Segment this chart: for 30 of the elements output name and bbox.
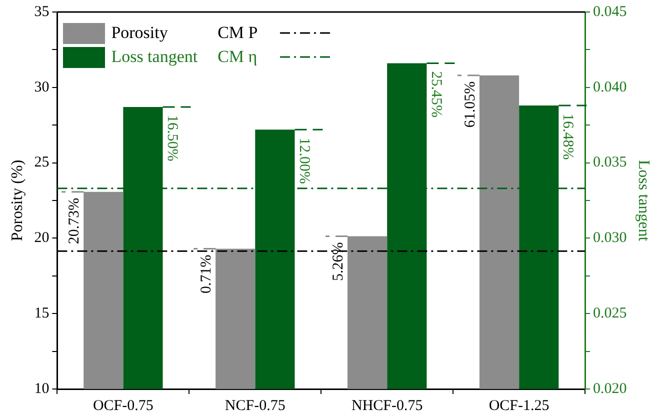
ref-line-label: CM P <box>218 23 259 43</box>
ref-line-label: CM η <box>218 47 258 67</box>
annotation: 5.26% <box>330 242 346 281</box>
y2-tick-label: 0.025 <box>593 306 627 322</box>
y-tick-label: 15 <box>34 306 50 322</box>
annotation: 16.48% <box>560 113 576 160</box>
x-tick-label: NHCF-0.75 <box>351 398 423 414</box>
y-tick-label: 30 <box>34 79 50 96</box>
x-tick-label: NCF-0.75 <box>224 398 286 414</box>
x-tick-label: OCF-1.25 <box>488 398 550 414</box>
y2-tick-label: 0.020 <box>593 380 627 397</box>
annotation: 20.73% <box>66 198 83 244</box>
y2-axis-title: Loss tangent <box>635 160 652 242</box>
x-tick-label: OCF-0.75 <box>92 398 154 414</box>
y-tick-label: 20 <box>34 230 50 246</box>
y-tick-label: 10 <box>34 380 50 397</box>
y2-tick-label: 0.045 <box>593 4 627 20</box>
y-axis-title: Porosity (%) <box>8 160 26 242</box>
y-tick-label: 25 <box>34 154 50 171</box>
legend-label: Porosity <box>111 23 168 43</box>
annotation: 16.50% <box>164 115 180 162</box>
legend-label: Loss tangent <box>111 47 198 67</box>
annotation: 12.00% <box>296 138 312 184</box>
y2-tick-label: 0.030 <box>593 230 627 246</box>
annotation: 0.71% <box>198 254 214 294</box>
annotation: 61.05% <box>462 81 478 128</box>
annotation: 25.45% <box>428 71 444 118</box>
y2-tick-label: 0.040 <box>593 79 627 96</box>
y2-tick-label: 0.035 <box>593 154 627 171</box>
y-tick-label: 35 <box>34 4 50 20</box>
